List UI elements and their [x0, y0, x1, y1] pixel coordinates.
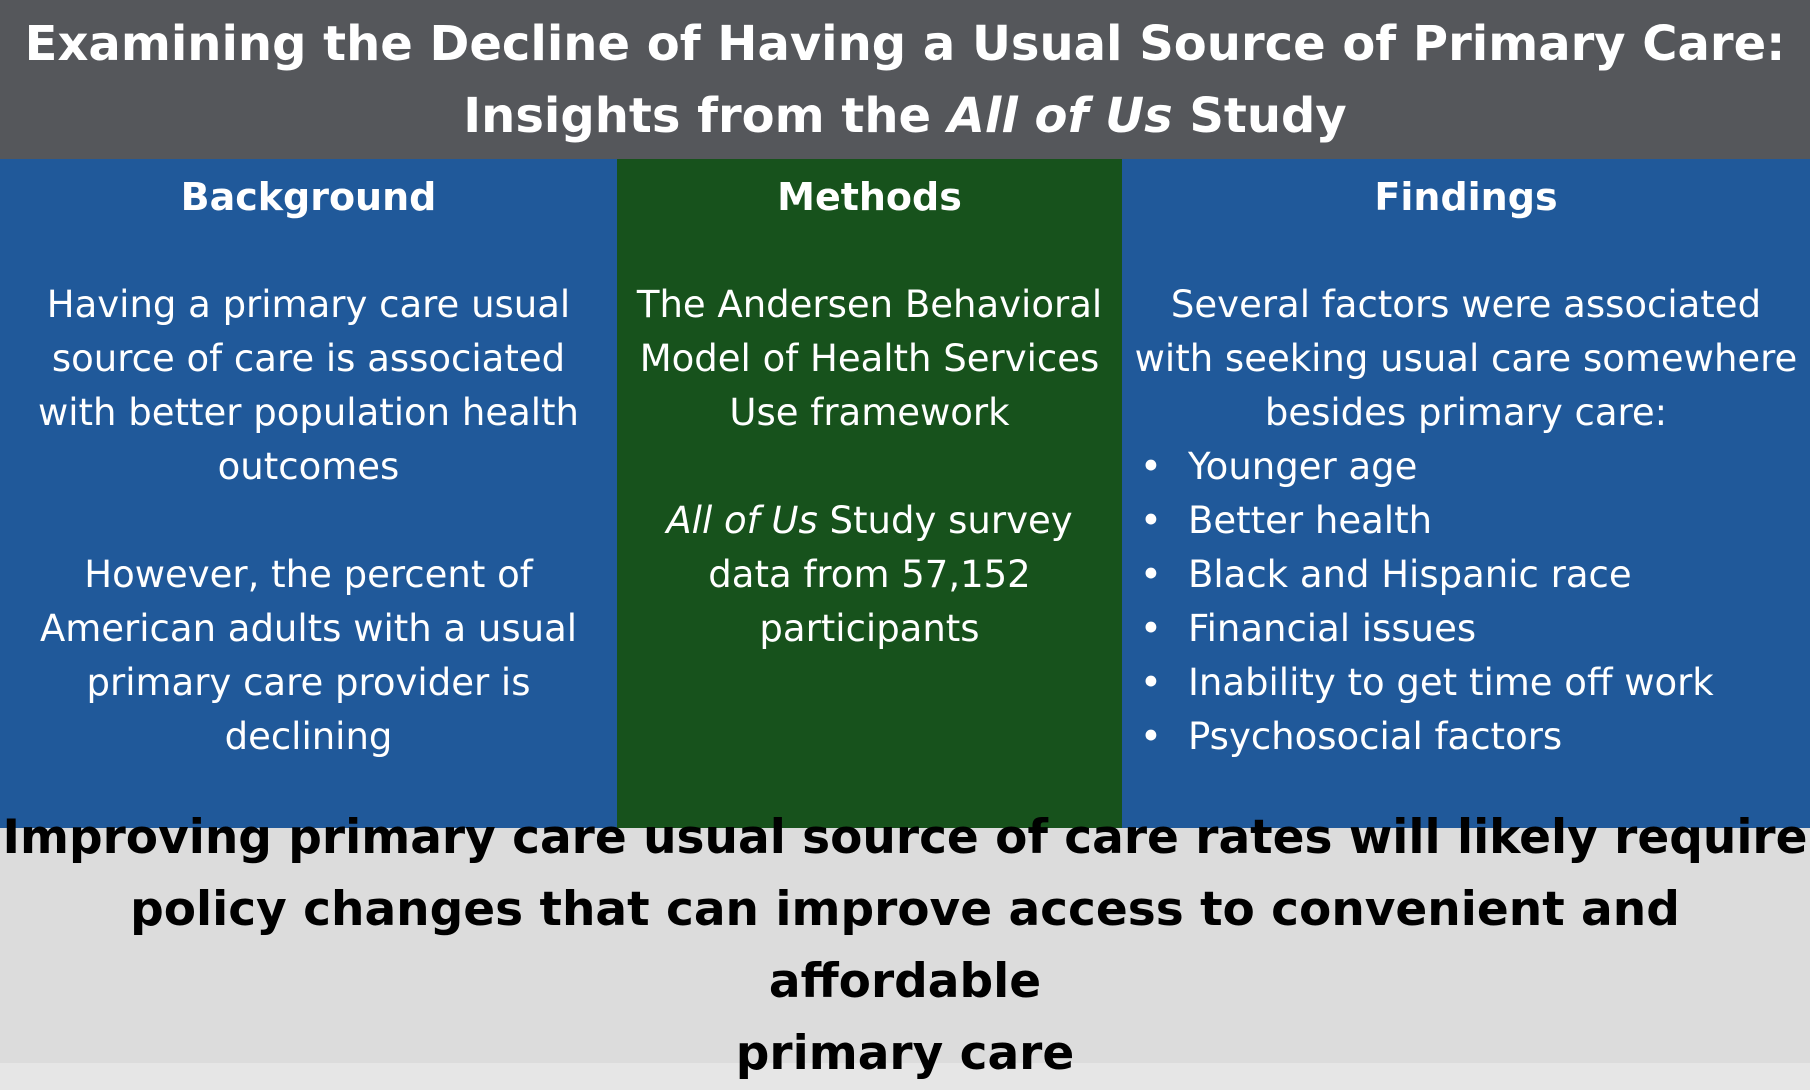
bullet-icon: • [1140, 607, 1162, 650]
findings-bullet-list: • Younger age • Better health • Black and H… [1122, 440, 1810, 764]
list-item: • Financial issues [1140, 602, 1810, 656]
methods-italic-study-name: All of Us [666, 499, 818, 542]
bullet-text: Younger age [1188, 445, 1418, 488]
conclusion-line: Improving primary care usual source of c… [2, 809, 1808, 865]
text-line: with seeking usual care somewhere [1134, 337, 1798, 380]
title-line-2-suffix: Study [1172, 87, 1347, 144]
bullet-icon: • [1140, 445, 1162, 488]
bullet-text: Financial issues [1188, 607, 1477, 650]
conclusion-banner: Improving primary care usual source of c… [0, 810, 1810, 1081]
title-line-2: Insights from the All of Us Study [463, 80, 1346, 152]
text-line: Having a primary care usual [46, 283, 571, 326]
background-title: Background [180, 175, 437, 219]
methods-para-2: All of Us Study survey data from 57,152 … [617, 494, 1122, 656]
bullet-icon: • [1140, 715, 1162, 758]
bullet-text: Psychosocial factors [1188, 715, 1563, 758]
list-item: • Psychosocial factors [1140, 710, 1810, 764]
findings-intro: Several factors were associated with see… [1122, 278, 1810, 440]
text-line: data from 57,152 [708, 553, 1031, 596]
text-line: Model of Health Services [639, 337, 1100, 380]
list-item: • Better health [1140, 494, 1810, 548]
text-line: declining [224, 715, 393, 758]
background-para-2: However, the percent of American adults … [0, 548, 617, 764]
methods-body: The Andersen Behavioral Model of Health … [617, 278, 1122, 656]
text-line: participants [759, 607, 980, 650]
title-line-1: Examining the Decline of Having a Usual … [24, 15, 1786, 72]
text-line: Use framework [729, 391, 1010, 434]
bullet-text: Black and Hispanic race [1188, 553, 1632, 596]
title-line-2-italic: All of Us [947, 87, 1173, 144]
text-line: besides primary care: [1264, 391, 1668, 434]
methods-title: Methods [777, 175, 962, 219]
methods-panel: Methods The Andersen Behavioral Model of… [617, 159, 1122, 828]
title-line-2-prefix: Insights from the [463, 87, 948, 144]
text-line: However, the percent of [84, 553, 533, 596]
text-line: with better population health [37, 391, 580, 434]
text-line: The Andersen Behavioral [636, 283, 1103, 326]
conclusion-line: policy changes that can improve access t… [130, 881, 1680, 1009]
background-panel: Background Having a primary care usual s… [0, 159, 617, 828]
bullet-text: Better health [1188, 499, 1433, 542]
findings-title: Findings [1374, 175, 1558, 219]
list-item: • Younger age [1140, 440, 1810, 494]
background-body: Having a primary care usual source of ca… [0, 278, 617, 764]
panels-row: Background Having a primary care usual s… [0, 159, 1810, 828]
bullet-icon: • [1140, 553, 1162, 596]
text-line: source of care is associated [51, 337, 566, 380]
header-banner: Examining the Decline of Having a Usual … [0, 0, 1810, 159]
text-line: Several factors were associated [1170, 283, 1762, 326]
bullet-icon: • [1140, 661, 1162, 704]
findings-panel: Findings Several factors were associated… [1122, 159, 1810, 828]
methods-para-1: The Andersen Behavioral Model of Health … [617, 278, 1122, 440]
list-item: • Inability to get time off work [1140, 656, 1810, 710]
conclusion-line: primary care [735, 1025, 1075, 1081]
findings-body: Several factors were associated with see… [1122, 278, 1810, 764]
methods-line-suffix: Study survey [817, 499, 1073, 542]
text-line: All of Us Study survey [617, 494, 1122, 548]
bullet-icon: • [1140, 499, 1162, 542]
text-line: American adults with a usual [39, 607, 578, 650]
list-item: • Black and Hispanic race [1140, 548, 1810, 602]
text-line: primary care provider is [86, 661, 531, 704]
background-para-1: Having a primary care usual source of ca… [0, 278, 617, 494]
text-line: outcomes [217, 445, 400, 488]
bullet-text: Inability to get time off work [1188, 661, 1714, 704]
